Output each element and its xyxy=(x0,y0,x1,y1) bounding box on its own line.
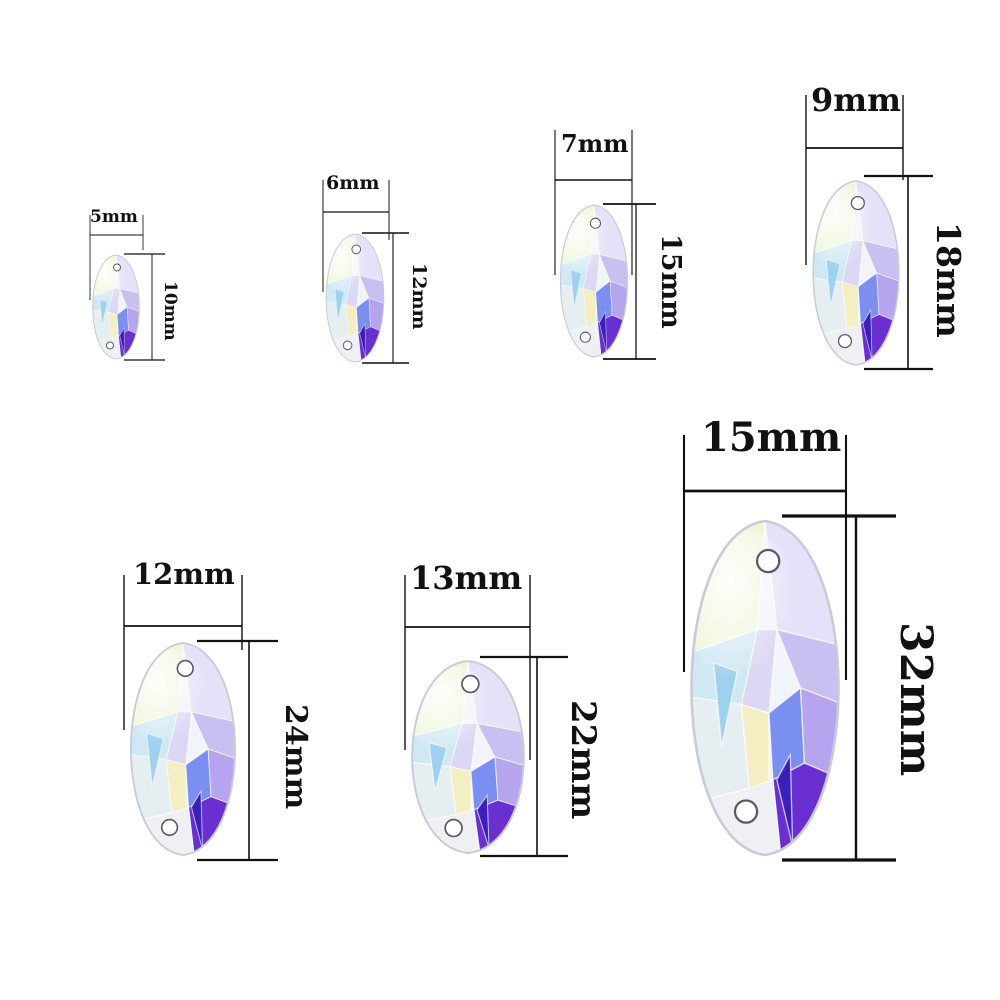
width-label-9mm: 9mm xyxy=(811,81,901,119)
crystal-outline xyxy=(411,659,525,855)
length-label-22mm: 22mm xyxy=(563,700,603,820)
width-label-13mm: 13mm xyxy=(410,559,523,597)
crystal-facets xyxy=(326,234,384,362)
crystal-outline xyxy=(92,254,140,360)
crystal-c5 xyxy=(92,254,140,360)
crystal-outline xyxy=(559,204,629,358)
sew-hole-bottom xyxy=(733,799,759,824)
dimension-lines-c12 xyxy=(123,575,278,862)
dimension-lines-c6 xyxy=(322,180,409,364)
sew-hole-bottom xyxy=(837,333,853,349)
sew-hole-bottom xyxy=(342,340,353,351)
dimension-lines-c15 xyxy=(682,435,896,862)
length-label-15mm: 15mm xyxy=(655,234,686,329)
width-label-5mm: 5mm xyxy=(90,207,138,227)
width-label-12mm: 12mm xyxy=(133,557,235,591)
width-label-6mm: 6mm xyxy=(326,172,380,194)
width-label-7mm: 7mm xyxy=(561,129,629,158)
sew-hole-top xyxy=(589,217,601,229)
length-label-12mm: 12mm xyxy=(408,263,430,330)
crystal-c12 xyxy=(130,642,236,856)
dimension-lines-c9 xyxy=(805,95,933,371)
sew-hole-top xyxy=(176,659,194,678)
crystal-outline xyxy=(690,519,840,857)
crystal-facets xyxy=(92,255,140,359)
length-label-10mm: 10mm xyxy=(160,281,180,341)
crystal-outline xyxy=(812,180,900,366)
crystal-c15 xyxy=(690,519,840,857)
sew-hole-top xyxy=(351,244,362,255)
crystal-facets xyxy=(560,205,628,357)
sew-hole-top xyxy=(755,548,781,574)
crystal-c6 xyxy=(325,233,385,363)
crystal-outline xyxy=(325,233,385,363)
crystal-c9 xyxy=(812,180,900,366)
sew-hole-bottom xyxy=(160,818,179,837)
crystal-c7 xyxy=(559,204,629,358)
sew-hole-bottom xyxy=(106,341,114,350)
sew-hole-bottom xyxy=(579,331,591,343)
length-label-24mm: 24mm xyxy=(278,704,313,810)
crystal-c13 xyxy=(411,659,525,855)
crystal-outline xyxy=(130,642,236,856)
length-label-18mm: 18mm xyxy=(929,222,968,338)
dimension-lines-c7 xyxy=(554,130,656,360)
dimension-lines-c5 xyxy=(89,215,165,361)
crystal-facets xyxy=(412,661,524,853)
dimension-lines-c13 xyxy=(404,575,568,858)
length-label-32mm: 32mm xyxy=(890,622,941,777)
width-label-15mm: 15mm xyxy=(701,414,842,461)
sew-hole-top xyxy=(461,674,480,694)
sew-hole-bottom xyxy=(444,818,463,838)
sew-hole-top xyxy=(850,195,865,211)
sew-hole-top xyxy=(113,263,121,272)
